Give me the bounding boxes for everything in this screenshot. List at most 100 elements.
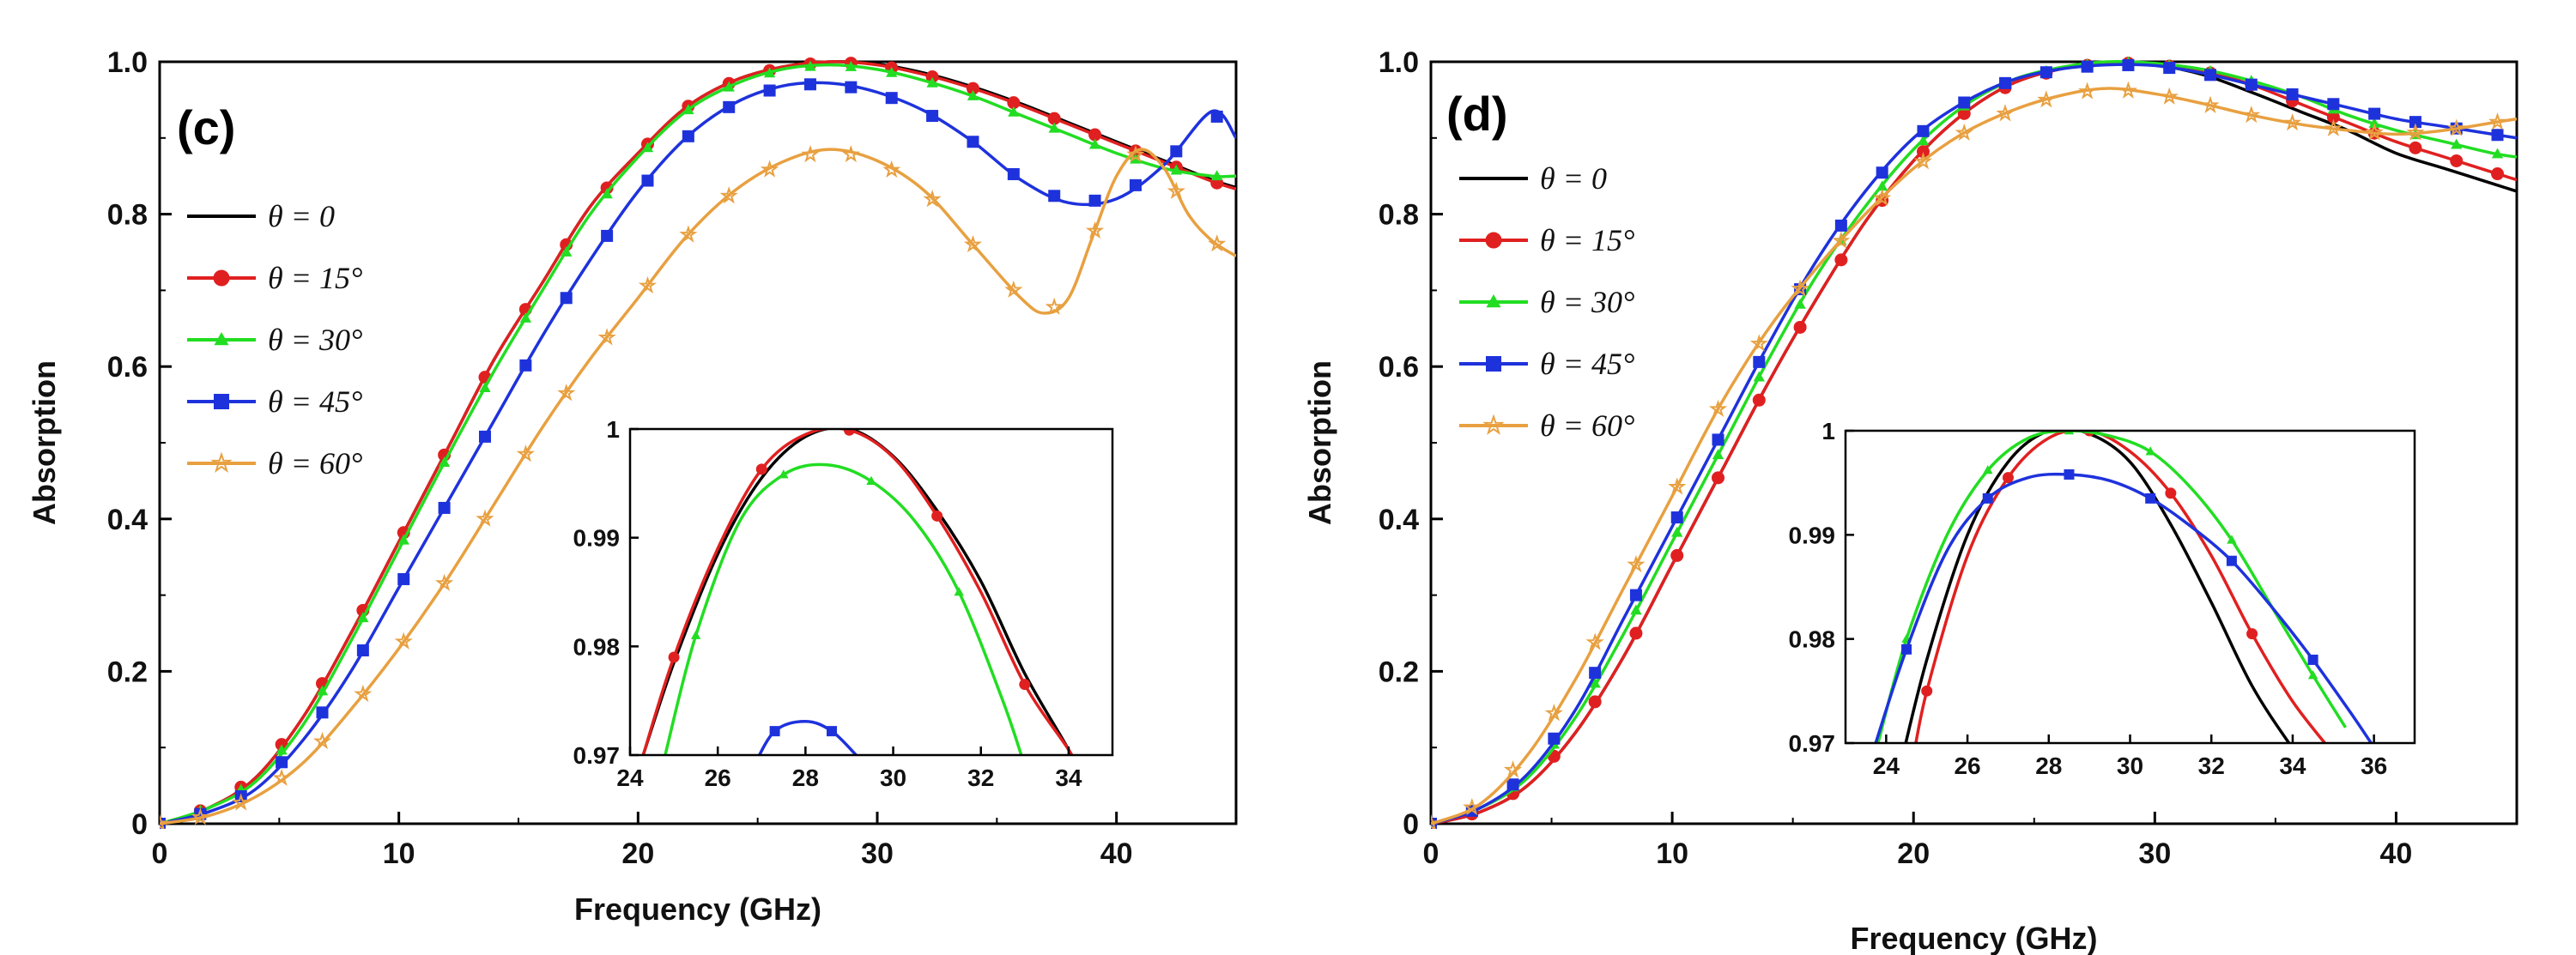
inset-frame [628,427,1114,757]
legend-label: θ = 30° [1540,285,1634,319]
data-point [1712,471,1725,485]
inset-data-point [1921,685,1933,697]
series-line [1431,59,2517,825]
data-point [1129,178,1142,191]
data-point [2118,81,2138,99]
inset-data-point [668,651,680,663]
data-point [1630,604,1642,615]
x-tick-label: 0 [1423,837,1440,870]
inset: 24 26 28 30 32 34 0.97 0.98 0.99 1 [573,416,1114,791]
data-point [316,685,329,696]
data-point [2409,116,2421,129]
inset-y-tick-label: 0.98 [573,633,621,660]
data-point [1589,667,1602,680]
data-point [963,234,983,253]
data-point [886,66,898,77]
data-point [1170,164,1182,175]
inset-data-point [1901,644,1912,655]
data-point [641,174,654,187]
inset-x-tick-label: 24 [616,765,644,791]
x-tick-label: 10 [383,837,415,870]
inset-series-markers [668,429,1031,691]
data-point [803,78,816,91]
data-point [1208,234,1227,252]
data-point [1872,188,1892,207]
inset-y-tick-label: 0.97 [573,742,621,769]
series-markers [1431,81,2507,829]
data-point [2409,141,2422,154]
data-point [557,384,576,402]
inset-data-point [954,587,964,596]
data-point [1708,399,1728,417]
y-tick-label: 0.4 [107,504,148,536]
legend-label: θ = 0 [268,199,335,233]
y-tick-label: 0.4 [1379,504,1419,536]
inset: 24 26 28 30 32 34 36 0.97 0.98 0.99 1 [1789,418,2416,779]
data-point [723,81,735,92]
inset-series-markers [1901,468,2318,665]
data-point [1627,554,1646,573]
legend-label: θ = 60° [268,446,362,481]
panel-label: (d) [1446,87,1508,141]
data-point [1913,152,1933,170]
data-point [1126,145,1145,163]
inset-data-point [2145,493,2156,504]
data-point [1749,334,1769,352]
data-point [276,756,288,769]
data-point [723,100,736,113]
data-point [2163,62,2176,75]
inset-data-point [866,475,876,485]
data-point [2203,69,2216,82]
legend-marker [1486,294,1501,308]
series-markers [160,144,1227,829]
inset-x-tick-label: 26 [705,765,731,791]
y-axis-title: Absorption [27,360,62,525]
data-point [1088,194,1101,207]
data-point [1463,797,1482,816]
data-point [2324,118,2343,136]
data-point [1793,320,1807,334]
y-tick-label: 0.2 [1379,656,1419,688]
inset-data-point [1019,679,1031,691]
y-tick-label: 1.0 [107,46,148,79]
data-point [1045,297,1064,315]
data-point [597,328,616,346]
inset-y-tick-label: 1 [606,416,620,443]
data-point [841,144,861,163]
y-tick-label: 0.2 [107,656,148,688]
legend-marker [1485,232,1502,249]
data-point [1916,145,1930,159]
data-point [1048,122,1060,133]
data-point [1671,526,1683,537]
legend-marker [210,451,233,473]
data-point [1170,145,1183,158]
data-point [357,612,369,623]
data-point [1548,732,1561,745]
data-point [967,136,979,148]
inset-series-line [757,719,858,755]
series-line [160,63,1236,825]
inset-x-tick-label: 24 [1873,753,1900,779]
data-point [1752,393,1766,407]
data-point [397,534,409,545]
data-point [519,312,532,323]
data-point [1588,695,1602,709]
legend-marker [1482,414,1505,435]
panel-1: 0 10 20 30 40 0 0.2 0.4 0.6 0.8 1.0 Frequency (GHz)… [1302,46,2518,955]
data-point [1876,166,1888,179]
x-tick-label: 10 [1656,837,1688,870]
data-point [1008,106,1020,117]
data-point [479,382,491,392]
data-point [1753,355,1766,368]
legend-marker [1486,356,1501,372]
inset-data-point [2226,555,2237,566]
y-tick-label: 0.8 [1379,199,1419,232]
inset-series-markers [1901,431,2318,680]
legend-label: θ = 45° [1540,347,1634,381]
y-tick-label: 0 [131,808,148,841]
data-point [312,731,332,750]
y-axis-title: Absorption [1302,360,1337,525]
data-point [1048,190,1061,202]
inset-data-point [931,510,943,522]
